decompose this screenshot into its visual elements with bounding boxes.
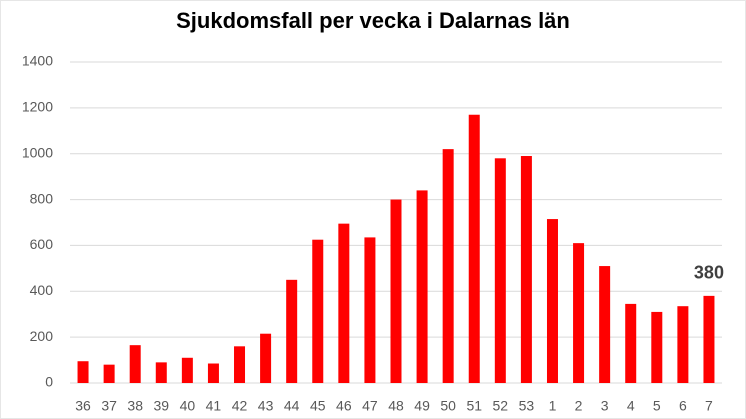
y-tick-label: 200	[30, 328, 54, 344]
bar	[703, 295, 715, 383]
x-tick-label: 6	[679, 398, 687, 414]
x-tick-label: 46	[336, 398, 352, 414]
bar	[390, 199, 402, 383]
x-tick-label: 37	[101, 398, 117, 414]
x-tick-label: 47	[362, 398, 378, 414]
y-tick-label: 600	[30, 236, 54, 252]
bar	[77, 361, 89, 383]
x-tick-label: 43	[258, 398, 274, 414]
bar	[181, 357, 193, 383]
bar	[520, 156, 532, 383]
x-tick-label: 48	[388, 398, 404, 414]
x-tick-label: 49	[414, 398, 430, 414]
x-tick-label: 3	[601, 398, 609, 414]
y-tick-label: 800	[30, 190, 54, 206]
y-tick-label: 1000	[22, 144, 53, 160]
bar	[546, 219, 558, 383]
x-tick-label: 36	[75, 398, 91, 414]
bar	[103, 364, 115, 383]
x-tick-label: 41	[206, 398, 222, 414]
x-tick-label: 39	[153, 398, 169, 414]
bar	[494, 158, 506, 383]
x-tick-label: 51	[466, 398, 482, 414]
y-tick-label: 400	[30, 282, 54, 298]
bar	[651, 311, 663, 383]
x-tick-label: 44	[284, 398, 300, 414]
y-tick-label: 0	[45, 374, 53, 390]
bar	[442, 149, 454, 383]
x-tick-label: 42	[232, 398, 248, 414]
x-tick-label: 38	[127, 398, 143, 414]
bar	[234, 346, 246, 383]
bar	[677, 306, 689, 383]
x-tick-label: 2	[575, 398, 583, 414]
bar	[155, 362, 167, 383]
y-tick-label: 1400	[22, 53, 53, 69]
y-tick-label: 1200	[22, 99, 53, 115]
x-tick-label: 53	[519, 398, 535, 414]
x-tick-label: 7	[705, 398, 713, 414]
chart-title: Sjukdomsfall per vecka i Dalarnas län	[176, 8, 570, 33]
x-tick-label: 1	[549, 398, 557, 414]
bar	[468, 114, 480, 383]
x-tick-label: 45	[310, 398, 326, 414]
bar	[260, 333, 272, 383]
bar	[364, 237, 376, 383]
x-tick-label: 40	[180, 398, 196, 414]
x-tick-label: 4	[627, 398, 635, 414]
bar	[416, 190, 428, 383]
bar	[338, 223, 350, 383]
bar	[599, 266, 611, 383]
x-tick-label: 50	[440, 398, 456, 414]
data-label: 380	[694, 263, 724, 283]
bar	[573, 243, 585, 383]
bar	[286, 279, 298, 383]
bar	[207, 363, 219, 383]
bar	[312, 239, 324, 383]
x-tick-label: 52	[493, 398, 509, 414]
x-tick-label: 5	[653, 398, 661, 414]
bar	[129, 345, 141, 383]
bar	[625, 303, 637, 383]
